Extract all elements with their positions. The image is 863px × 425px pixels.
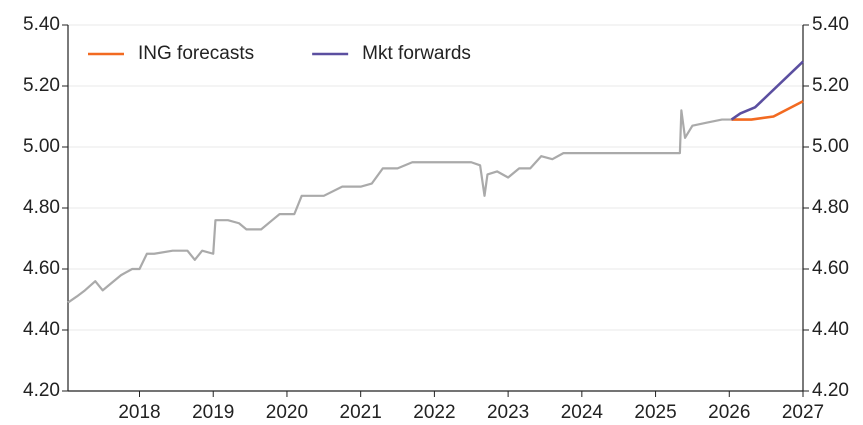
y-tick-label: 4.80 xyxy=(23,197,60,218)
y2-tick-label: 5.20 xyxy=(812,75,849,96)
series-line xyxy=(67,109,732,304)
y-tick-label: 4.40 xyxy=(23,319,60,340)
y-tick-label: 5.00 xyxy=(23,136,60,157)
legend-label: ING forecasts xyxy=(138,43,254,64)
x-tick-label: 2025 xyxy=(634,402,676,423)
y2-tick-label: 4.80 xyxy=(812,197,849,218)
y-tick-label: 4.60 xyxy=(23,258,60,279)
series-line xyxy=(730,60,804,121)
y-tick-label: 5.20 xyxy=(23,75,60,96)
y2-tick-label: 4.20 xyxy=(812,380,849,401)
y2-tick-label: 4.60 xyxy=(812,258,849,279)
x-tick-label: 2019 xyxy=(192,402,234,423)
x-tick-label: 2018 xyxy=(118,402,160,423)
y-tick-label: 4.20 xyxy=(23,380,60,401)
x-tick-label: 2027 xyxy=(782,402,824,423)
x-tick-label: 2026 xyxy=(708,402,750,423)
y2-tick-label: 5.40 xyxy=(812,14,849,35)
y-tick-label: 5.40 xyxy=(23,14,60,35)
x-tick-label: 2022 xyxy=(413,402,455,423)
x-tick-label: 2023 xyxy=(487,402,529,423)
legend-label: Mkt forwards xyxy=(362,43,471,64)
x-tick-label: 2021 xyxy=(340,402,382,423)
y2-tick-label: 5.00 xyxy=(812,136,849,157)
x-tick-label: 2024 xyxy=(561,402,604,423)
series-line xyxy=(731,100,804,121)
y2-tick-label: 4.40 xyxy=(812,319,849,340)
x-tick-label: 2020 xyxy=(266,402,308,423)
